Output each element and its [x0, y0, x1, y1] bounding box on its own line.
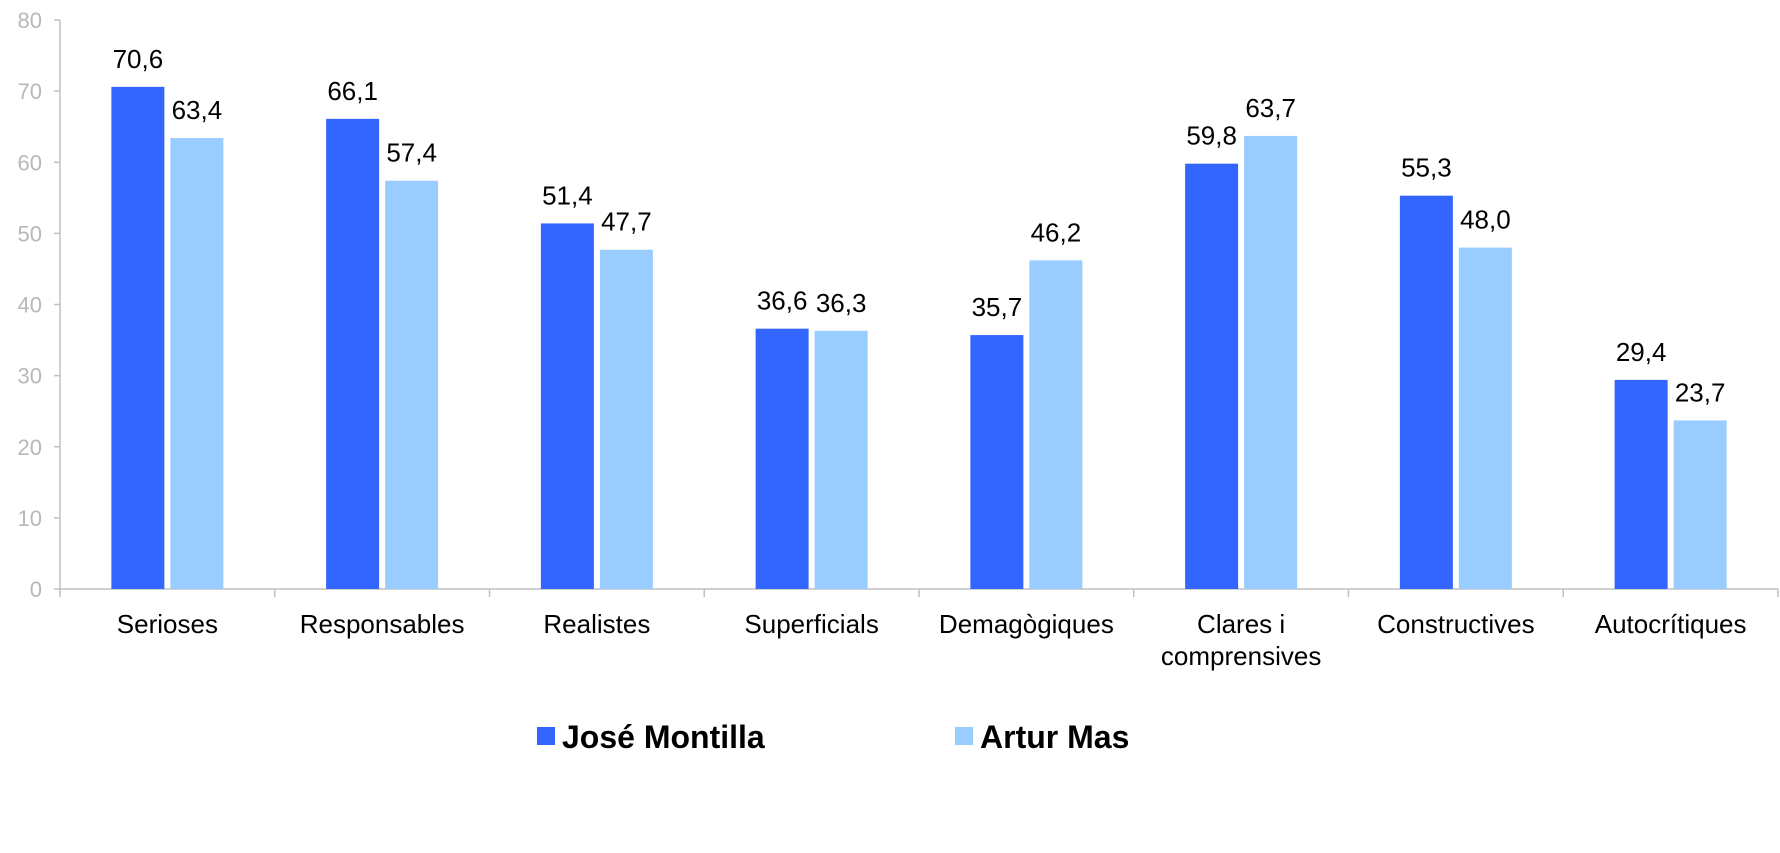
bar [170, 138, 224, 589]
data-label: 70,6 [113, 44, 164, 74]
x-tick-label: Superficials [744, 609, 878, 639]
x-tick-label: Clares i comprensives [1161, 609, 1321, 671]
legend-swatch [955, 727, 973, 745]
data-label: 57,4 [386, 138, 437, 168]
y-tick-label: 10 [18, 506, 42, 531]
bar [385, 180, 439, 589]
data-label: 23,7 [1675, 377, 1726, 407]
legend: José Montilla Artur Mas [537, 719, 1129, 755]
data-label: 51,4 [542, 180, 593, 210]
legend-label: Artur Mas [980, 719, 1129, 755]
data-label: 29,4 [1616, 337, 1667, 367]
data-label: 47,7 [601, 207, 652, 237]
data-label: 63,7 [1245, 93, 1296, 123]
axes: 0 10 20 30 40 50 60 70 80 Serioses Responsables Rea… [18, 8, 1779, 671]
legend-swatch [537, 727, 555, 745]
data-label: 59,8 [1186, 121, 1237, 151]
data-label: 66,1 [327, 76, 378, 106]
y-tick-label: 0 [30, 577, 42, 602]
bar [1399, 195, 1453, 589]
data-label: 46,2 [1031, 217, 1082, 247]
y-tick-label: 40 [18, 293, 42, 318]
bar [1244, 135, 1298, 589]
x-tick-label: Constructives [1377, 609, 1535, 639]
x-tick-label: Demagògiques [939, 609, 1114, 639]
bar [970, 335, 1024, 589]
data-label: 63,4 [172, 95, 223, 125]
data-label: 36,3 [816, 288, 867, 318]
bar [755, 328, 809, 589]
x-tick-label: Realistes [543, 609, 650, 639]
y-tick-label: 60 [18, 150, 42, 175]
y-tick-label: 50 [18, 221, 42, 246]
bars [111, 86, 1727, 590]
legend-label: José Montilla [562, 719, 765, 755]
bar [540, 223, 594, 590]
bar [599, 249, 653, 589]
x-tick-label: Autocrítiques [1595, 609, 1747, 639]
bar [1185, 163, 1239, 590]
bar [326, 118, 380, 590]
bar [1029, 260, 1083, 589]
bar [814, 330, 868, 589]
data-labels: 70,6 63,4 66,1 57,4 51,4 47,7 36,6 36,3 35,7 46,2… [113, 44, 1726, 408]
data-label: 36,6 [757, 286, 808, 316]
x-tick-label: Responsables [300, 609, 465, 639]
y-tick-label: 30 [18, 364, 42, 389]
data-label: 48,0 [1460, 205, 1511, 235]
y-tick-label: 20 [18, 435, 42, 460]
y-tick-label: 70 [18, 79, 42, 104]
bar [1458, 247, 1512, 589]
data-label: 55,3 [1401, 153, 1452, 183]
x-tick-label: Serioses [117, 609, 218, 639]
y-tick-label: 80 [18, 8, 42, 33]
data-label: 35,7 [972, 292, 1023, 322]
bar [1614, 379, 1668, 589]
bar [111, 86, 165, 590]
bar [1673, 420, 1727, 589]
